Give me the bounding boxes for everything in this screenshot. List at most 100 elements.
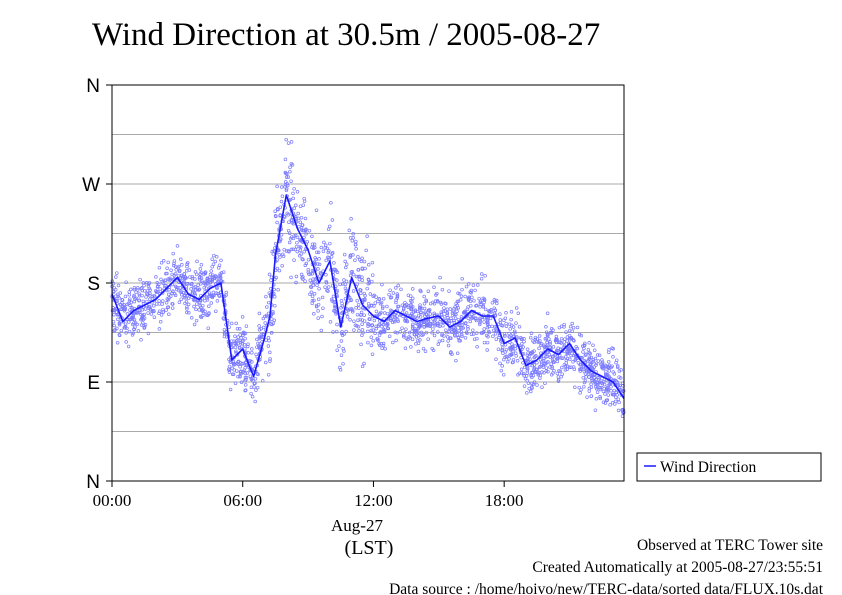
scatter-point <box>264 313 269 318</box>
scatter-point <box>565 351 569 356</box>
scatter-point <box>129 300 133 305</box>
scatter-point <box>408 299 413 303</box>
scatter-point <box>309 285 314 290</box>
scatter-point <box>120 298 125 302</box>
scatter-point <box>412 326 417 331</box>
scatter-point <box>426 337 430 341</box>
scatter-point <box>481 305 485 309</box>
scatter-point <box>509 310 514 314</box>
scatter-point <box>391 340 395 345</box>
scatter-point <box>209 269 213 273</box>
scatter-point <box>299 272 304 277</box>
scatter-point <box>357 329 361 333</box>
scatter-point <box>156 290 160 294</box>
scatter-point <box>237 346 242 350</box>
scatter-point <box>374 309 379 314</box>
scatter-point <box>370 323 375 327</box>
scatter-point <box>283 184 287 189</box>
scatter-point <box>393 313 397 317</box>
scatter-point <box>567 328 572 333</box>
scatter-point <box>127 329 132 334</box>
scatter-point <box>199 282 203 286</box>
scatter-point <box>457 339 461 343</box>
scatter-point <box>440 287 445 292</box>
scatter-point <box>409 313 413 318</box>
scatter-point <box>385 321 390 326</box>
scatter-point <box>456 306 460 310</box>
scatter-point <box>544 366 549 370</box>
scatter-point <box>426 319 431 323</box>
scatter-point <box>615 380 619 384</box>
footer-observed: Observed at TERC Tower site <box>637 537 823 554</box>
scatter-point <box>505 359 510 364</box>
scatter-point <box>332 304 337 309</box>
scatter-point <box>354 247 358 251</box>
scatter-point <box>579 362 583 367</box>
scatter-point <box>469 332 474 336</box>
scatter-point <box>409 345 413 349</box>
scatter-point <box>243 331 248 336</box>
scatter-point <box>614 360 618 365</box>
scatter-point <box>238 374 242 378</box>
scatter-point <box>579 367 583 371</box>
scatter-point <box>362 313 366 317</box>
scatter-point <box>615 364 620 368</box>
scatter-point <box>563 354 568 359</box>
scatter-point <box>166 277 171 281</box>
scatter-point <box>500 323 505 328</box>
scatter-point <box>568 324 573 329</box>
scatter-point <box>542 356 546 361</box>
scatter-point <box>531 370 535 375</box>
scatter-point <box>598 396 603 401</box>
scatter-point <box>216 266 221 270</box>
scatter-point <box>362 291 367 296</box>
scatter-point <box>250 350 254 355</box>
scatter-point <box>599 362 603 367</box>
scatter-point <box>304 228 308 232</box>
scatter-point <box>388 316 393 320</box>
scatter-point <box>438 320 442 324</box>
scatter-point <box>302 199 307 204</box>
scatter-point <box>351 289 356 293</box>
scatter-point <box>478 316 482 320</box>
scatter-point <box>589 382 593 387</box>
scatter-point <box>205 277 210 281</box>
scatter-point <box>174 285 179 290</box>
scatter-point <box>582 343 587 348</box>
scatter-point <box>340 304 345 308</box>
scatter-point <box>462 310 466 315</box>
scatter-point <box>259 326 263 331</box>
scatter-point <box>243 371 248 376</box>
scatter-point <box>291 247 295 252</box>
scatter-point <box>418 315 423 319</box>
scatter-point <box>317 257 321 261</box>
scatter-point <box>294 274 299 279</box>
scatter-point <box>474 331 479 335</box>
scatter-point <box>139 338 143 342</box>
scatter-point <box>453 333 457 338</box>
scatter-point <box>387 334 392 338</box>
scatter-point <box>145 291 149 296</box>
scatter-point <box>298 204 303 208</box>
scatter-point <box>593 356 598 361</box>
scatter-point <box>288 169 292 174</box>
scatter-point <box>324 258 328 263</box>
scatter-point <box>532 366 537 371</box>
scatter-point <box>526 360 530 364</box>
scatter-point <box>525 347 530 352</box>
scatter-point <box>244 375 249 380</box>
scatter-point <box>126 344 131 349</box>
scatter-point <box>579 387 583 392</box>
scatter-point <box>137 308 142 313</box>
scatter-point <box>324 273 328 277</box>
scatter-point <box>130 306 135 310</box>
scatter-point <box>415 309 420 314</box>
scatter-point <box>128 303 132 308</box>
scatter-point <box>230 372 235 377</box>
scatter-point <box>264 338 268 342</box>
scatter-point <box>173 284 178 289</box>
scatter-point <box>146 282 151 286</box>
scatter-point <box>136 329 141 333</box>
scatter-point <box>534 354 538 358</box>
scatter-point <box>292 258 296 262</box>
